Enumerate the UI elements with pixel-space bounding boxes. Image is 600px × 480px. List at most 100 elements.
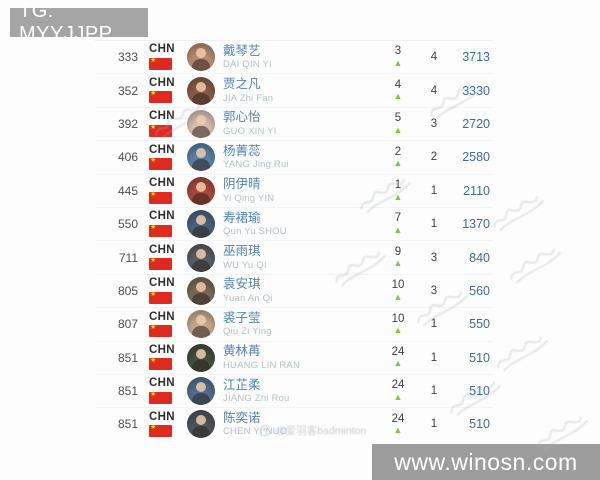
avatar[interactable] xyxy=(187,143,215,172)
flag-star-icon: ★ xyxy=(150,390,157,398)
rank-change-value: 9 xyxy=(394,245,402,258)
country-cell: CHN ★ xyxy=(149,244,179,271)
player-name-cell[interactable]: 袁安琪 Yuan An Qi xyxy=(223,278,378,303)
rank-change-cell: 24 ▲ xyxy=(378,413,418,436)
avatar[interactable] xyxy=(187,210,215,239)
rank-up-arrow-icon: ▲ xyxy=(393,191,403,202)
rank-value: 851 xyxy=(117,350,138,365)
rank-change-cell: 5 ▲ xyxy=(378,113,418,135)
player-name-cell[interactable]: 裘子莹 Qiu Zi Ying xyxy=(223,312,378,337)
table-row[interactable]: 333 CHN ★ 戴琴艺 DAI QIN YI 3 ▲ 4 3713 xyxy=(95,40,493,73)
player-name-cell[interactable]: 郭心怡 GUO XIN YI xyxy=(223,111,378,136)
player-name-cell[interactable]: 戴琴艺 DAI QIN YI xyxy=(223,45,378,70)
rank-up-arrow-icon: ▲ xyxy=(393,124,403,135)
events-count: 1 xyxy=(430,184,438,197)
china-flag-icon: ★ xyxy=(149,257,172,271)
table-row[interactable]: 851 CHN ★ 陈奕诺 CHEN YI NUO 24 ▲ 1 510 xyxy=(95,407,493,440)
china-flag-icon: ★ xyxy=(149,390,172,404)
tg-tag-badge: TG: MYYJJPP xyxy=(10,0,148,45)
player-name-chinese[interactable]: 贾之凡 xyxy=(223,77,261,92)
avatar[interactable] xyxy=(187,176,215,205)
china-flag-icon: ★ xyxy=(149,424,172,438)
player-name-romanized: YANG Jing Rui xyxy=(223,159,289,171)
rank-up-arrow-icon: ▲ xyxy=(393,358,403,369)
player-name-romanized: CHEN YI NUO xyxy=(223,426,288,438)
rank-change-cell: 9 ▲ xyxy=(378,245,418,269)
rank-up-arrow-icon: ▲ xyxy=(393,391,403,402)
player-name-chinese[interactable]: 江芷柔 xyxy=(223,377,261,392)
rank-value: 851 xyxy=(117,417,138,432)
avatar[interactable] xyxy=(187,377,215,406)
avatar[interactable] xyxy=(187,76,215,105)
china-flag-icon: ★ xyxy=(149,57,172,70)
player-name-cell[interactable]: 阴伊晴 Yi Qing YIN xyxy=(223,178,378,203)
avatar[interactable] xyxy=(187,109,215,138)
player-name-chinese[interactable]: 陈奕诺 xyxy=(223,410,261,425)
table-row[interactable]: 711 CHN ★ 巫雨琪 WU Yu QI 9 ▲ 3 840 xyxy=(95,240,493,273)
points-value: 510 xyxy=(469,417,490,432)
player-name-chinese[interactable]: 戴琴艺 xyxy=(223,43,261,58)
table-row[interactable]: 805 CHN ★ 袁安琪 Yuan An Qi 10 ▲ 3 560 xyxy=(95,273,493,307)
rank-change-cell: 2 ▲ xyxy=(378,145,418,169)
player-name-chinese[interactable]: 巫雨琪 xyxy=(223,244,261,259)
player-name-romanized: JIA Zhi Fan xyxy=(223,92,274,104)
weibo-credit-text: @爱羽客badminton xyxy=(275,425,367,437)
diagonal-watermark xyxy=(450,381,501,417)
avatar[interactable] xyxy=(187,310,215,339)
player-name-chinese[interactable]: 袁安琪 xyxy=(223,277,261,292)
rank-value: 550 xyxy=(117,217,138,232)
avatar[interactable] xyxy=(187,43,215,72)
events-count: 4 xyxy=(430,51,438,64)
weibo-logo-icon xyxy=(260,425,271,436)
table-row[interactable]: 445 CHN ★ 阴伊晴 Yi Qing YIN 1 ▲ 1 2110 xyxy=(95,173,493,207)
player-name-chinese[interactable]: 寿裙瑜 xyxy=(223,210,261,225)
player-name-cell[interactable]: 寿裙瑜 Qun Yu SHOU xyxy=(223,212,378,237)
flag-star-icon: ★ xyxy=(150,290,157,298)
player-name-cell[interactable]: 黄林苒 HUANG LIN RAN xyxy=(223,345,378,370)
avatar[interactable] xyxy=(187,276,215,305)
table-row[interactable]: 807 CHN ★ 裘子莹 Qiu Zi Ying 10 ▲ 1 550 xyxy=(95,307,493,340)
player-name-chinese[interactable]: 杨菁蕊 xyxy=(223,143,261,158)
events-count: 1 xyxy=(430,418,438,431)
player-name-cell[interactable]: 陈奕诺 CHEN YI NUO xyxy=(223,412,378,437)
diagonal-watermark xyxy=(537,416,588,452)
player-name-chinese[interactable]: 郭心怡 xyxy=(223,110,261,125)
flag-star-icon: ★ xyxy=(150,90,157,98)
diagonal-watermark xyxy=(493,196,544,232)
avatar[interactable] xyxy=(187,243,215,272)
table-row[interactable]: 406 CHN ★ 杨菁蕊 YANG Jing Rui 2 ▲ 2 2580 xyxy=(95,140,493,173)
table-row[interactable]: 851 CHN ★ 江芷柔 JIANG Zhi Rou 24 ▲ 1 510 xyxy=(95,373,493,407)
rank-change-cell: 3 ▲ xyxy=(378,46,418,68)
player-name-cell[interactable]: 贾之凡 JIA Zhi Fan xyxy=(223,78,378,103)
rank-change-value: 2 xyxy=(394,145,402,158)
events-count: 4 xyxy=(430,84,438,97)
rank-up-arrow-icon: ▲ xyxy=(393,425,403,436)
points-value: 550 xyxy=(469,317,490,332)
china-flag-icon: ★ xyxy=(149,157,172,171)
rank-value: 807 xyxy=(117,317,138,332)
table-row[interactable]: 550 CHN ★ 寿裙瑜 Qun Yu SHOU 7 ▲ 1 1370 xyxy=(95,206,493,240)
table-row[interactable]: 352 CHN ★ 贾之凡 JIA Zhi Fan 4 ▲ 4 3330 xyxy=(95,73,493,106)
player-name-romanized: JIANG Zhi Rou xyxy=(223,393,290,405)
china-flag-icon: ★ xyxy=(149,357,172,371)
rank-change-value: 10 xyxy=(391,279,405,292)
rank-up-arrow-icon: ▲ xyxy=(393,325,403,336)
table-row[interactable]: 851 CHN ★ 黄林苒 HUANG LIN RAN 24 ▲ 1 510 xyxy=(95,340,493,374)
country-cell: CHN ★ xyxy=(149,111,179,137)
rank-change-value: 10 xyxy=(391,312,405,325)
rank-change-value: 4 xyxy=(394,78,402,91)
player-name-cell[interactable]: 巫雨琪 WU Yu QI xyxy=(223,245,378,270)
china-flag-icon: ★ xyxy=(149,223,172,237)
avatar[interactable] xyxy=(187,410,215,439)
flag-star-icon: ★ xyxy=(150,223,157,231)
player-name-chinese[interactable]: 黄林苒 xyxy=(223,344,261,359)
table-row[interactable]: 392 CHN ★ 郭心怡 GUO XIN YI 5 ▲ 3 2720 xyxy=(95,106,493,140)
player-name-chinese[interactable]: 阴伊晴 xyxy=(223,177,261,192)
country-cell: CHN ★ xyxy=(149,278,179,304)
rank-up-arrow-icon: ▲ xyxy=(393,91,403,102)
player-name-chinese[interactable]: 裘子莹 xyxy=(223,310,261,325)
player-name-cell[interactable]: 江芷柔 JIANG Zhi Rou xyxy=(223,379,378,404)
player-name-cell[interactable]: 杨菁蕊 YANG Jing Rui xyxy=(223,145,378,170)
avatar[interactable] xyxy=(187,343,215,372)
